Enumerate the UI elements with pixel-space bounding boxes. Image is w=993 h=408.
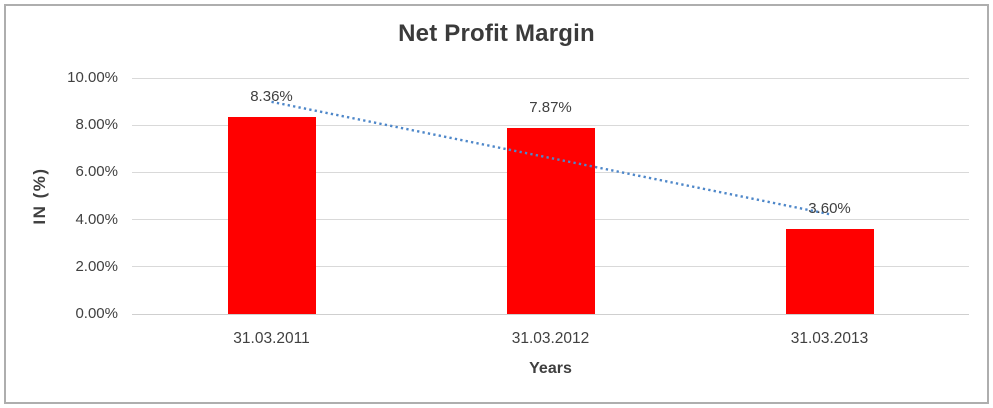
bar-value-label: 7.87% xyxy=(529,99,572,117)
bar xyxy=(785,229,874,314)
bar-value-label: 3.60% xyxy=(808,200,851,218)
y-tick-label: 0.00% xyxy=(75,305,118,322)
x-tick-label: 31.03.2011 xyxy=(233,330,310,347)
gridline xyxy=(132,124,969,126)
x-tick-label: 31.03.2013 xyxy=(790,330,869,347)
bar xyxy=(506,128,595,314)
chart-title: Net Profit Margin xyxy=(398,20,595,47)
gridline xyxy=(132,77,969,79)
x-tick-label: 31.03.2012 xyxy=(511,330,590,347)
bar xyxy=(227,116,316,314)
trendline xyxy=(271,100,830,216)
y-tick-label: 2.00% xyxy=(75,257,118,275)
x-axis-title: Years xyxy=(529,360,572,377)
y-tick-label: 4.00% xyxy=(75,210,118,228)
bar-value-label: 8.36% xyxy=(250,87,293,105)
y-tick-label: 6.00% xyxy=(75,163,118,181)
trendline-path xyxy=(271,100,830,216)
y-tick-label: 8.00% xyxy=(75,116,118,134)
x-axis-line xyxy=(132,313,969,315)
y-tick-label: 10.00% xyxy=(67,69,118,86)
